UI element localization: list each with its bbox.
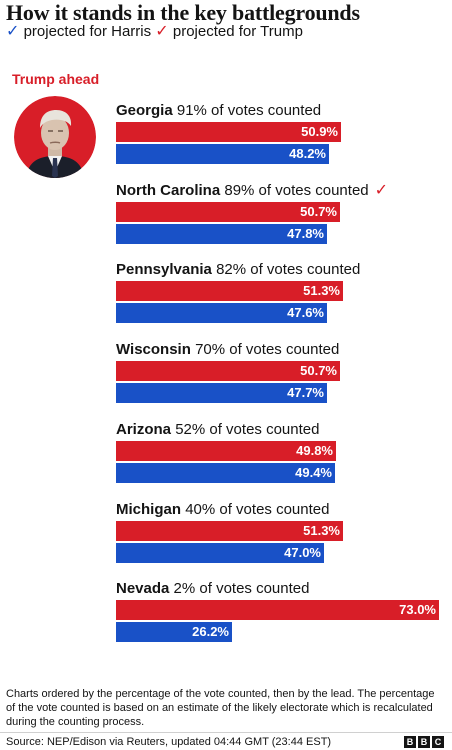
trump-bar: 49.8% xyxy=(116,441,336,461)
logo-letter: B xyxy=(418,736,430,748)
state-name: Arizona xyxy=(116,421,172,438)
votes-counted: 70% of votes counted xyxy=(195,341,340,358)
state-block: Georgia 91% of votes counted 50.9% 48.2% xyxy=(116,102,446,166)
trump-check-icon: ✓ xyxy=(155,23,169,40)
legend-harris-label: projected for Harris xyxy=(23,23,152,40)
bbc-logo: B B C xyxy=(404,736,444,748)
chart-title: How it stands in the key battlegrounds xyxy=(6,0,360,25)
logo-letter: C xyxy=(432,736,444,748)
state-label: Arizona 52% of votes counted xyxy=(116,421,319,439)
harris-bar: 26.2% xyxy=(116,622,232,642)
legend-trump-label: projected for Trump xyxy=(172,23,303,40)
state-name: North Carolina xyxy=(116,182,221,199)
state-block: North Carolina 89% of votes counted ✓ 50.7… xyxy=(116,182,446,246)
logo-letter: B xyxy=(404,736,416,748)
votes-counted: 89% of votes counted xyxy=(224,182,369,199)
trump-bar: 73.0% xyxy=(116,600,439,620)
harris-bar: 47.0% xyxy=(116,543,324,563)
harris-bar: 47.8% xyxy=(116,224,327,244)
trump-bar: 50.9% xyxy=(116,122,341,142)
state-block: Michigan 40% of votes counted 51.3% 47.0% xyxy=(116,501,446,565)
avatar xyxy=(14,96,96,178)
harris-bar: 48.2% xyxy=(116,144,329,164)
harris-bar: 49.4% xyxy=(116,463,335,483)
state-name: Pennsylvania xyxy=(116,261,212,278)
state-block: Arizona 52% of votes counted 49.8% 49.4% xyxy=(116,421,446,485)
state-label: Pennsylvania 82% of votes counted xyxy=(116,261,360,279)
state-name: Wisconsin xyxy=(116,341,191,358)
harris-bar: 47.6% xyxy=(116,303,327,323)
source-text: Source: NEP/Edison via Reuters, updated … xyxy=(6,736,332,748)
state-name: Georgia xyxy=(116,102,173,119)
trump-check-icon: ✓ xyxy=(374,182,389,199)
state-block: Pennsylvania 82% of votes counted 51.3% 47… xyxy=(116,261,446,325)
trump-bar: 51.3% xyxy=(116,281,343,301)
trump-bar: 51.3% xyxy=(116,521,343,541)
source-bar: Source: NEP/Edison via Reuters, updated … xyxy=(0,732,452,750)
legend: ✓ projected for Harris ✓ projected for T… xyxy=(6,22,303,42)
harris-check-icon: ✓ xyxy=(6,23,20,40)
trump-bar: 50.7% xyxy=(116,361,340,381)
lead-label: Trump ahead xyxy=(12,71,100,87)
trump-portrait-image xyxy=(14,96,96,178)
state-label: Nevada 2% of votes counted xyxy=(116,580,309,598)
footnote: Charts ordered by the percentage of the … xyxy=(6,688,435,728)
votes-counted: 91% of votes counted xyxy=(176,102,322,119)
state-label: Georgia 91% of votes counted xyxy=(116,102,321,120)
state-label: North Carolina 89% of votes counted ✓ xyxy=(116,182,388,200)
state-block: Nevada 2% of votes counted 73.0% 26.2% xyxy=(116,580,446,644)
state-label: Michigan 40% of votes counted xyxy=(116,501,329,519)
state-block: Wisconsin 70% of votes counted 50.7% 47.7% xyxy=(116,341,446,405)
state-label: Wisconsin 70% of votes counted xyxy=(116,341,339,359)
votes-counted: 82% of votes counted xyxy=(216,261,361,278)
votes-counted: 40% of votes counted xyxy=(185,501,330,518)
votes-counted: 52% of votes counted xyxy=(175,421,320,438)
state-name: Nevada xyxy=(116,580,170,597)
trump-bar: 50.7% xyxy=(116,202,340,222)
harris-bar: 47.7% xyxy=(116,383,327,403)
state-name: Michigan xyxy=(116,501,182,518)
votes-counted: 2% of votes counted xyxy=(173,580,310,597)
